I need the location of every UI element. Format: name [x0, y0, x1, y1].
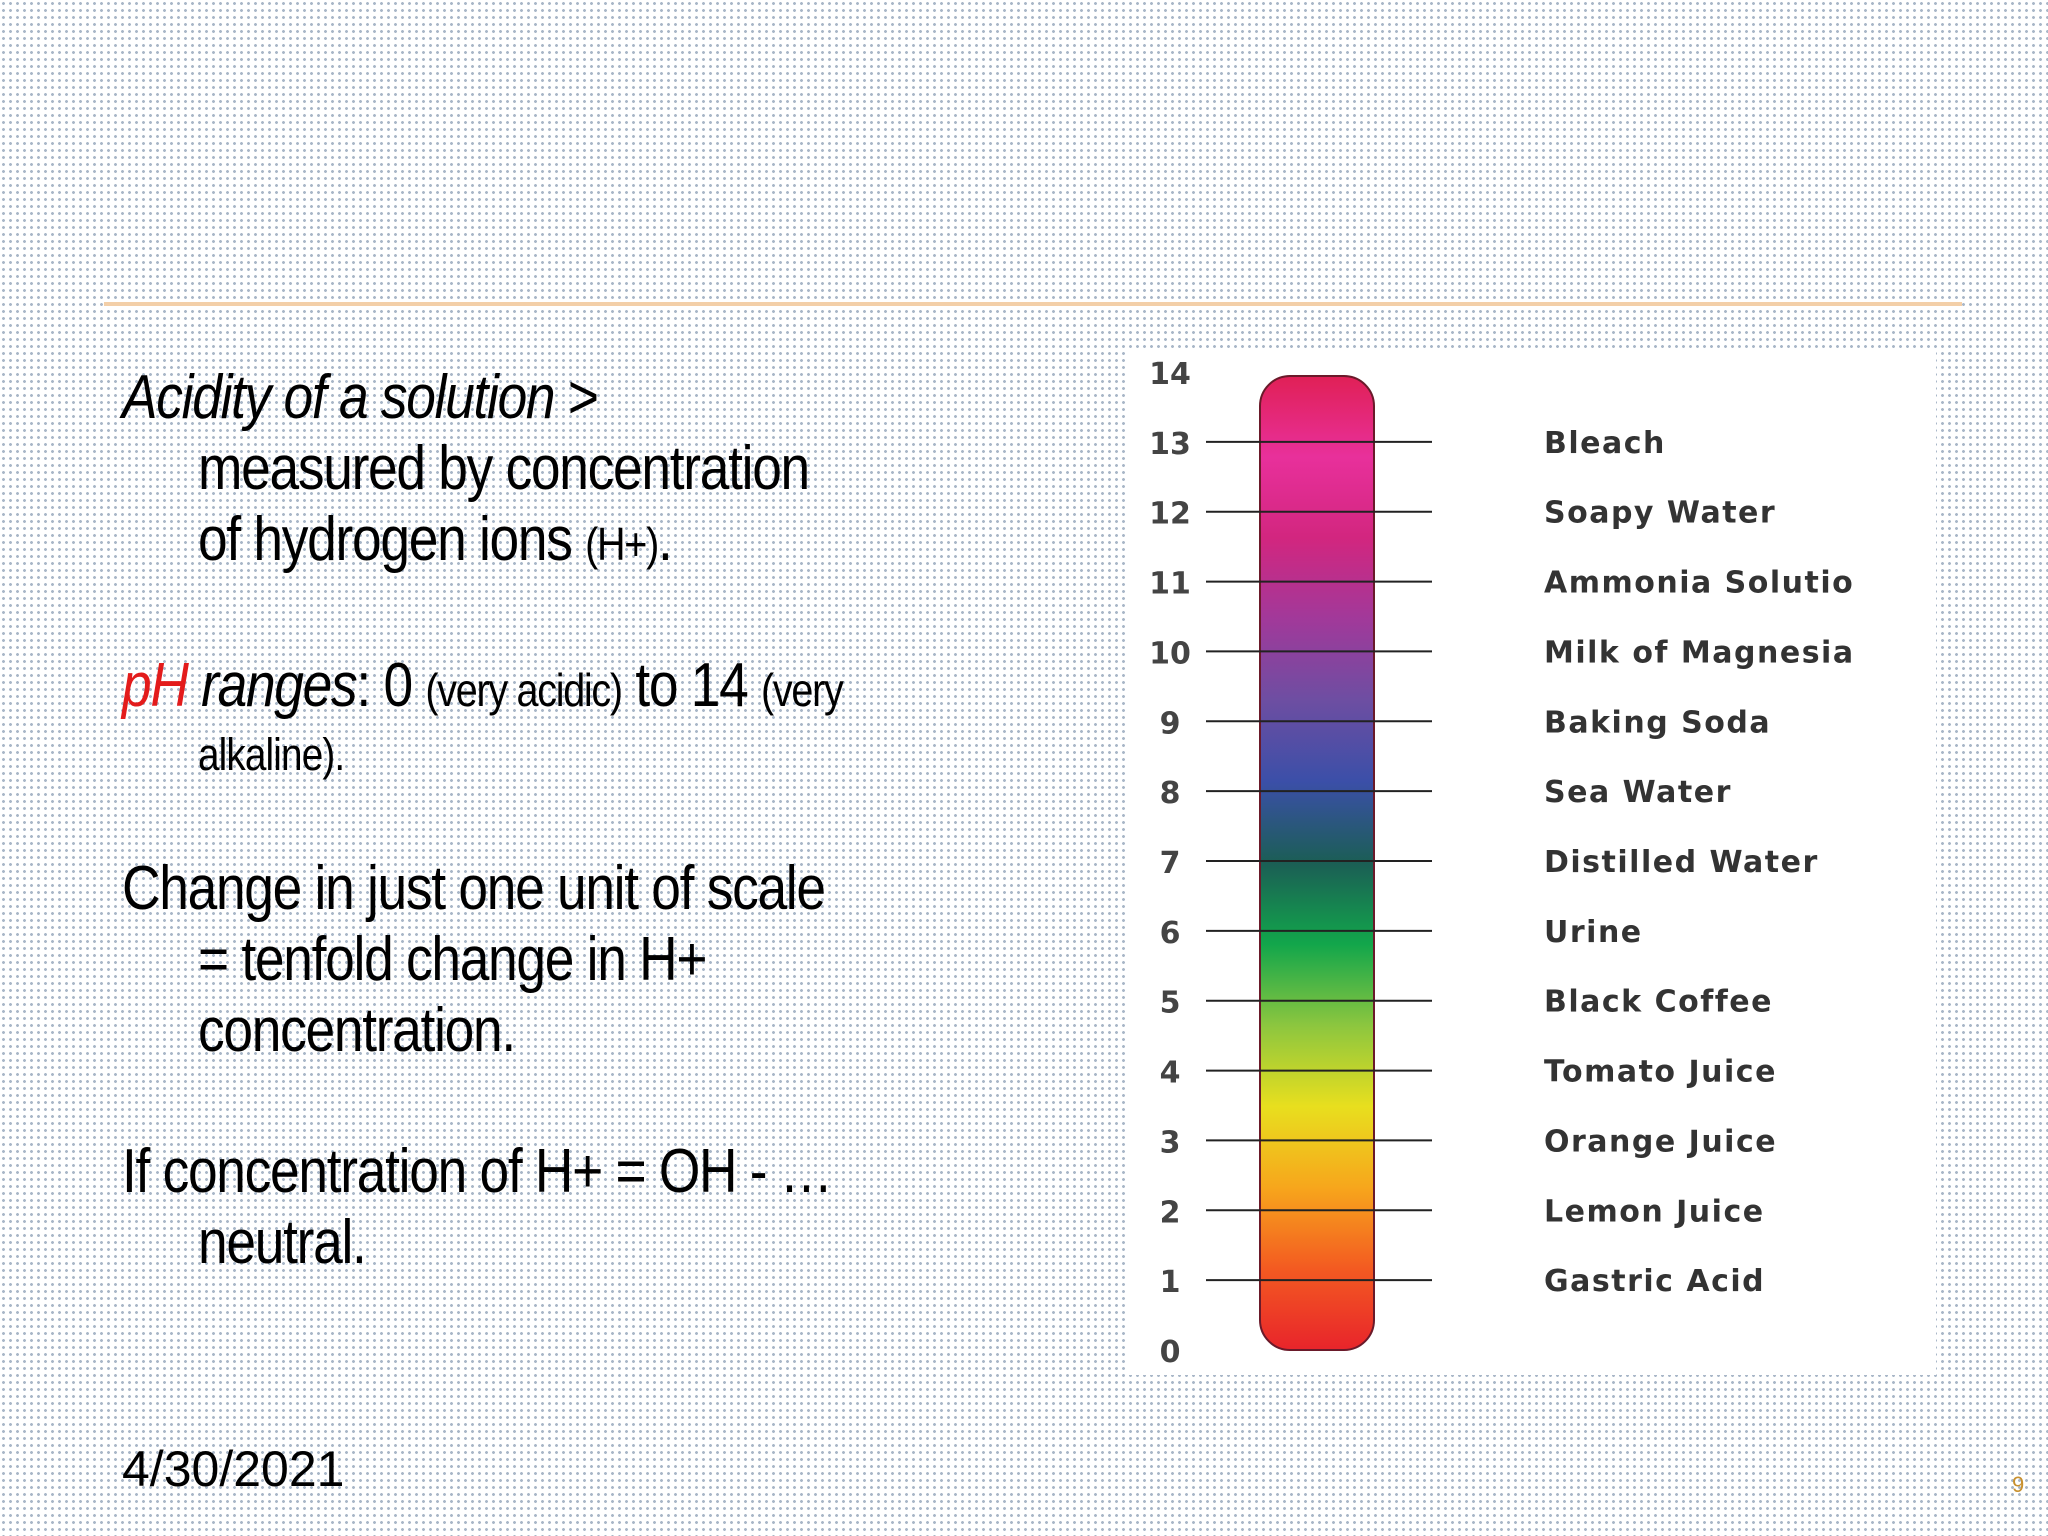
very-acidic-note: (very acidic)	[425, 664, 623, 716]
tenfold-line-2: = tenfold change in H+	[198, 925, 707, 994]
ph-tick-1: 1	[1160, 1265, 1181, 1300]
ph-tick-3: 3	[1160, 1125, 1181, 1160]
ph-tick-5: 5	[1160, 986, 1181, 1021]
ph-tick-9: 9	[1160, 706, 1181, 741]
ph-tick-14: 14	[1149, 357, 1191, 392]
slide-date: 4/30/2021	[122, 1441, 345, 1497]
neutral-line-2: neutral.	[198, 1208, 367, 1277]
substance-label: Sea Water	[1544, 775, 1732, 810]
bullet-acidity: Acidity of a solution > measured by conc…	[122, 362, 1022, 580]
substance-label: Black Coffee	[1544, 985, 1773, 1020]
tenfold-line-1: Change in just one unit of scale	[122, 854, 826, 923]
neutral-line-1: If concentration of H+ = OH - …	[122, 1137, 833, 1206]
substance-label: Soapy Water	[1544, 496, 1776, 531]
substance-label: Milk of Magnesia	[1544, 635, 1855, 670]
arrow-symbol: >	[554, 363, 599, 432]
ph-color-bar	[1259, 375, 1375, 1351]
ph-tick-12: 12	[1149, 497, 1191, 532]
acidity-line-2: measured by concentration	[198, 434, 810, 503]
alkaline-line: alkaline).	[198, 729, 345, 780]
slide-body: Acidity of a solution > measured by conc…	[122, 362, 1022, 1348]
ph-tick-6: 6	[1160, 916, 1181, 951]
ph-tick-10: 10	[1149, 636, 1191, 671]
bullet-ph-range: pH ranges: 0 (very acidic) to 14 (very a…	[122, 650, 1022, 783]
ph-tick-11: 11	[1149, 567, 1191, 602]
ph-term: pH	[122, 651, 189, 720]
tenfold-line-3: concentration.	[198, 996, 516, 1065]
ph-tick-0: 0	[1160, 1335, 1181, 1370]
bullet-neutral: If concentration of H+ = OH - … neutral.	[122, 1136, 1022, 1278]
period: .	[658, 505, 673, 574]
substance-label: Baking Soda	[1544, 705, 1771, 740]
substance-label: Orange Juice	[1544, 1124, 1777, 1159]
acidity-term: Acidity of a solution	[122, 363, 556, 432]
ph-tick-2: 2	[1160, 1195, 1181, 1230]
ph-tick-4: 4	[1160, 1056, 1181, 1091]
substance-label: Ammonia Solutio	[1544, 566, 1854, 601]
range-start: : 0	[356, 651, 426, 720]
ph-tick-13: 13	[1149, 427, 1191, 462]
substance-label: Urine	[1544, 915, 1643, 950]
h-ion-label: (H+)	[585, 518, 659, 570]
title-divider	[104, 302, 1962, 306]
acidity-line-3: of hydrogen ions	[198, 505, 586, 574]
substance-label: Gastric Acid	[1544, 1264, 1765, 1299]
ph-tick-7: 7	[1160, 846, 1181, 881]
ph-tick-8: 8	[1160, 776, 1181, 811]
substance-label: Lemon Juice	[1544, 1194, 1765, 1229]
ph-scale-figure: 0 1 2 3 4 5 6 7 8 9 10 11 12 13 14 Bleach Soapy Water Am…	[1126, 350, 1936, 1375]
page-number: 9	[2012, 1472, 2025, 1497]
substance-label: Tomato Juice	[1544, 1055, 1777, 1090]
ph-substance-labels: Bleach Soapy Water Ammonia Solutio Milk of …	[1544, 426, 1855, 1299]
bullet-tenfold: Change in just one unit of scale = tenfo…	[122, 853, 1022, 1066]
range-end: to 14	[621, 651, 762, 720]
very-alkaline-note: (very	[761, 664, 844, 716]
substance-label: Bleach	[1544, 426, 1666, 461]
substance-label: Distilled Water	[1544, 845, 1819, 880]
ranges-term: ranges	[187, 651, 358, 720]
ph-guide-lines	[1206, 440, 1432, 1282]
